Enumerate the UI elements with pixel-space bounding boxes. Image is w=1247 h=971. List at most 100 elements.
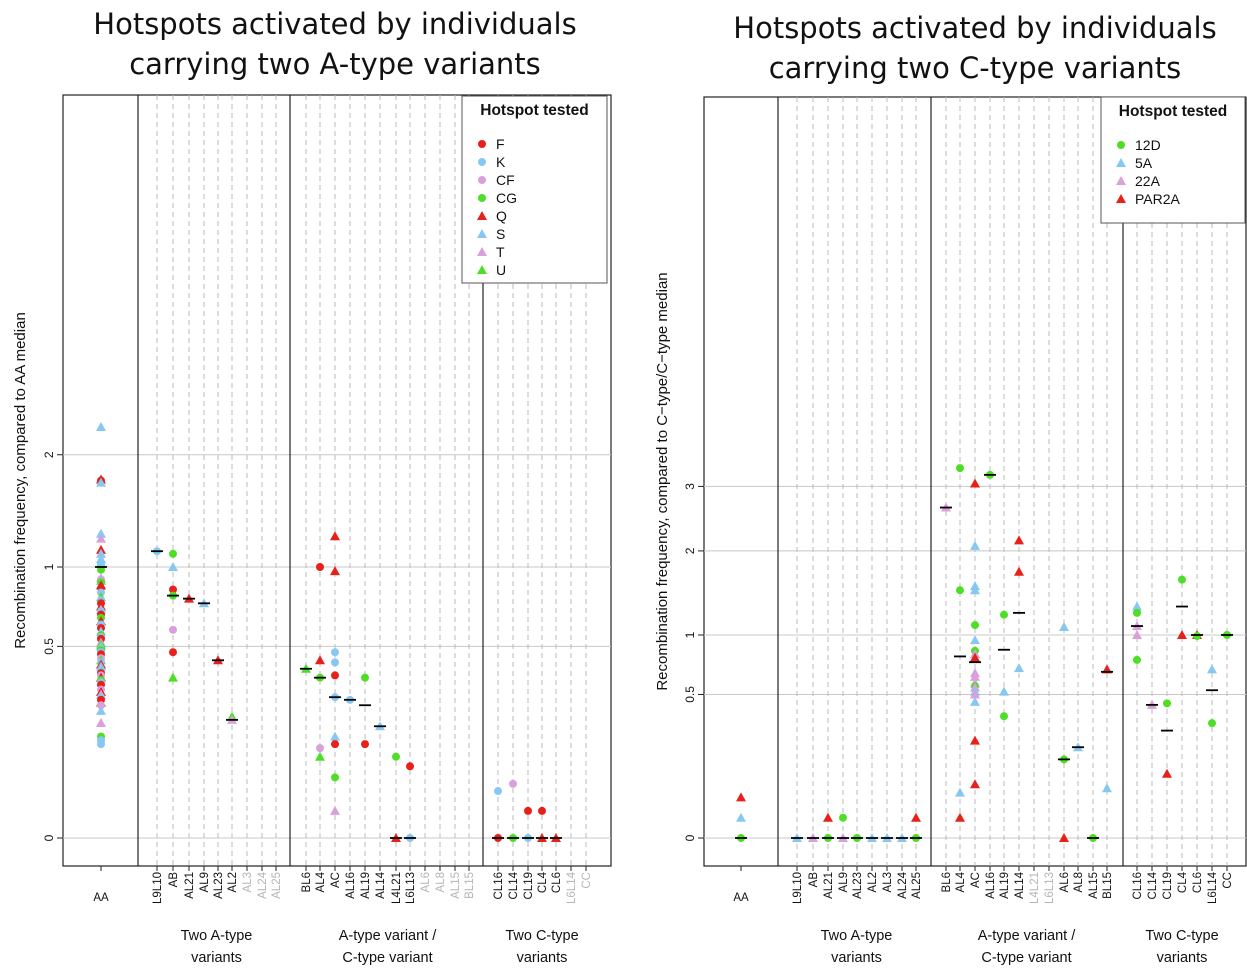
x-tick-label: BL15: [464, 872, 476, 899]
y-axis-label: Recombination frequency, compared to C−t…: [654, 272, 671, 690]
group-label: Two A-type: [821, 928, 893, 944]
x-tick-label: CC: [581, 872, 593, 889]
x-tick-label: CC: [1222, 872, 1234, 889]
legend-marker: [1116, 194, 1126, 203]
data-point: [1163, 699, 1171, 708]
data-point: [97, 701, 105, 710]
data-point: [999, 686, 1009, 696]
x-tick-label: L4L21: [391, 872, 403, 904]
x-tick-label: AL6: [1059, 872, 1071, 892]
data-point: [970, 652, 980, 662]
data-point: [970, 478, 980, 488]
data-point: [331, 773, 339, 782]
data-points: [736, 464, 1231, 842]
x-tick-label: AL4: [955, 871, 967, 892]
legend-label: CF: [496, 172, 515, 188]
x-tick-label: L9L10: [792, 872, 804, 904]
data-point: [1000, 610, 1008, 619]
x-tick-label: BL15: [1102, 872, 1114, 899]
data-point: [361, 673, 369, 682]
x-tick-label: AL3: [882, 872, 894, 892]
y-tick-label: 0: [683, 834, 697, 841]
chart-title-left-line2: carrying two A-type variants: [129, 47, 541, 81]
data-point: [1177, 630, 1187, 639]
legend-marker: [1116, 176, 1126, 185]
x-tick-label: CL6: [551, 872, 563, 893]
legend-label: T: [496, 244, 505, 260]
chart-title-right-line2: carrying two C-type variants: [768, 51, 1182, 85]
data-point: [956, 586, 964, 595]
legend-label: 22A: [1135, 173, 1161, 189]
data-point: [823, 812, 833, 822]
legend-marker: [478, 194, 486, 202]
x-tick-label: L6L14: [566, 871, 578, 904]
data-point: [331, 648, 339, 657]
legend-label: 12D: [1135, 137, 1161, 153]
x-tick-label: CL14: [508, 871, 520, 899]
data-point: [331, 740, 339, 749]
x-tick-label: AA: [93, 892, 109, 904]
x-tick-label: CL4: [537, 871, 549, 893]
x-tick-label: AL24: [897, 871, 909, 898]
data-point: [96, 422, 106, 432]
legend-title: Hotspot tested: [480, 102, 589, 119]
x-tick-label: CL16: [1132, 872, 1144, 900]
x-tick-label: AB: [168, 872, 180, 888]
legend-box: [461, 95, 608, 284]
chart-panel-1: 0 0.5 1 2 3 Recombination frequency, compared…: [654, 96, 1247, 966]
x-tick-label: AL14: [1014, 871, 1026, 898]
plot-frame: [62, 94, 612, 867]
legend-label: S: [496, 226, 505, 242]
data-point: [361, 740, 369, 749]
data-point: [331, 658, 339, 667]
x-tick-label: CL16: [493, 872, 505, 900]
legend-marker: [478, 140, 486, 148]
x-tick-label: AL6: [420, 872, 432, 892]
x-tick-label: AL19: [999, 872, 1011, 899]
data-point: [1208, 719, 1216, 728]
x-tick-label: BL6: [941, 872, 953, 892]
group-label: variants: [1157, 950, 1208, 966]
data-point: [970, 735, 980, 745]
data-point: [494, 787, 502, 796]
x-tick-label: AL15: [450, 872, 462, 899]
data-point: [97, 740, 105, 749]
legend-label: U: [496, 262, 506, 278]
x-tick-label: L6L13: [1044, 872, 1056, 904]
x-tick-label: AL25: [271, 872, 283, 899]
x-tick-label: AL23: [852, 872, 864, 899]
data-point: [524, 806, 532, 815]
data-point: [911, 812, 921, 822]
data-point: [1132, 601, 1142, 611]
data-point: [1014, 535, 1024, 545]
x-tick-label: L9L10: [152, 872, 164, 904]
data-point: [1132, 630, 1142, 639]
legend-marker: [477, 229, 487, 238]
x-tick-label: AL21: [823, 872, 835, 899]
x-tick-label: AL9: [838, 872, 850, 892]
x-tick-label: AC: [970, 872, 982, 888]
data-point: [955, 812, 965, 822]
legend-marker: [477, 265, 487, 274]
data-point: [1014, 566, 1024, 576]
data-point: [330, 531, 340, 541]
data-point: [839, 813, 847, 822]
data-point: [96, 528, 106, 538]
y-tick-label: 1: [683, 631, 697, 638]
data-point: [96, 718, 106, 728]
chart-panel-0: 0 0.5 1 2 Recombination frequency, compared …: [12, 94, 612, 966]
x-tick-label: AL2: [867, 872, 879, 892]
legend-label: PAR2A: [1135, 191, 1181, 207]
legend-title: Hotspot tested: [1119, 103, 1228, 120]
legend-marker: [478, 176, 486, 184]
data-point: [1162, 768, 1172, 778]
x-tick-label: AL8: [435, 872, 447, 892]
x-tick-label: AC: [330, 872, 342, 888]
x-tick-label: BL6: [301, 872, 313, 892]
group-label: variants: [831, 950, 882, 966]
x-tick-label: AL15: [1088, 872, 1100, 899]
data-point: [406, 762, 414, 771]
data-point: [1133, 608, 1141, 617]
